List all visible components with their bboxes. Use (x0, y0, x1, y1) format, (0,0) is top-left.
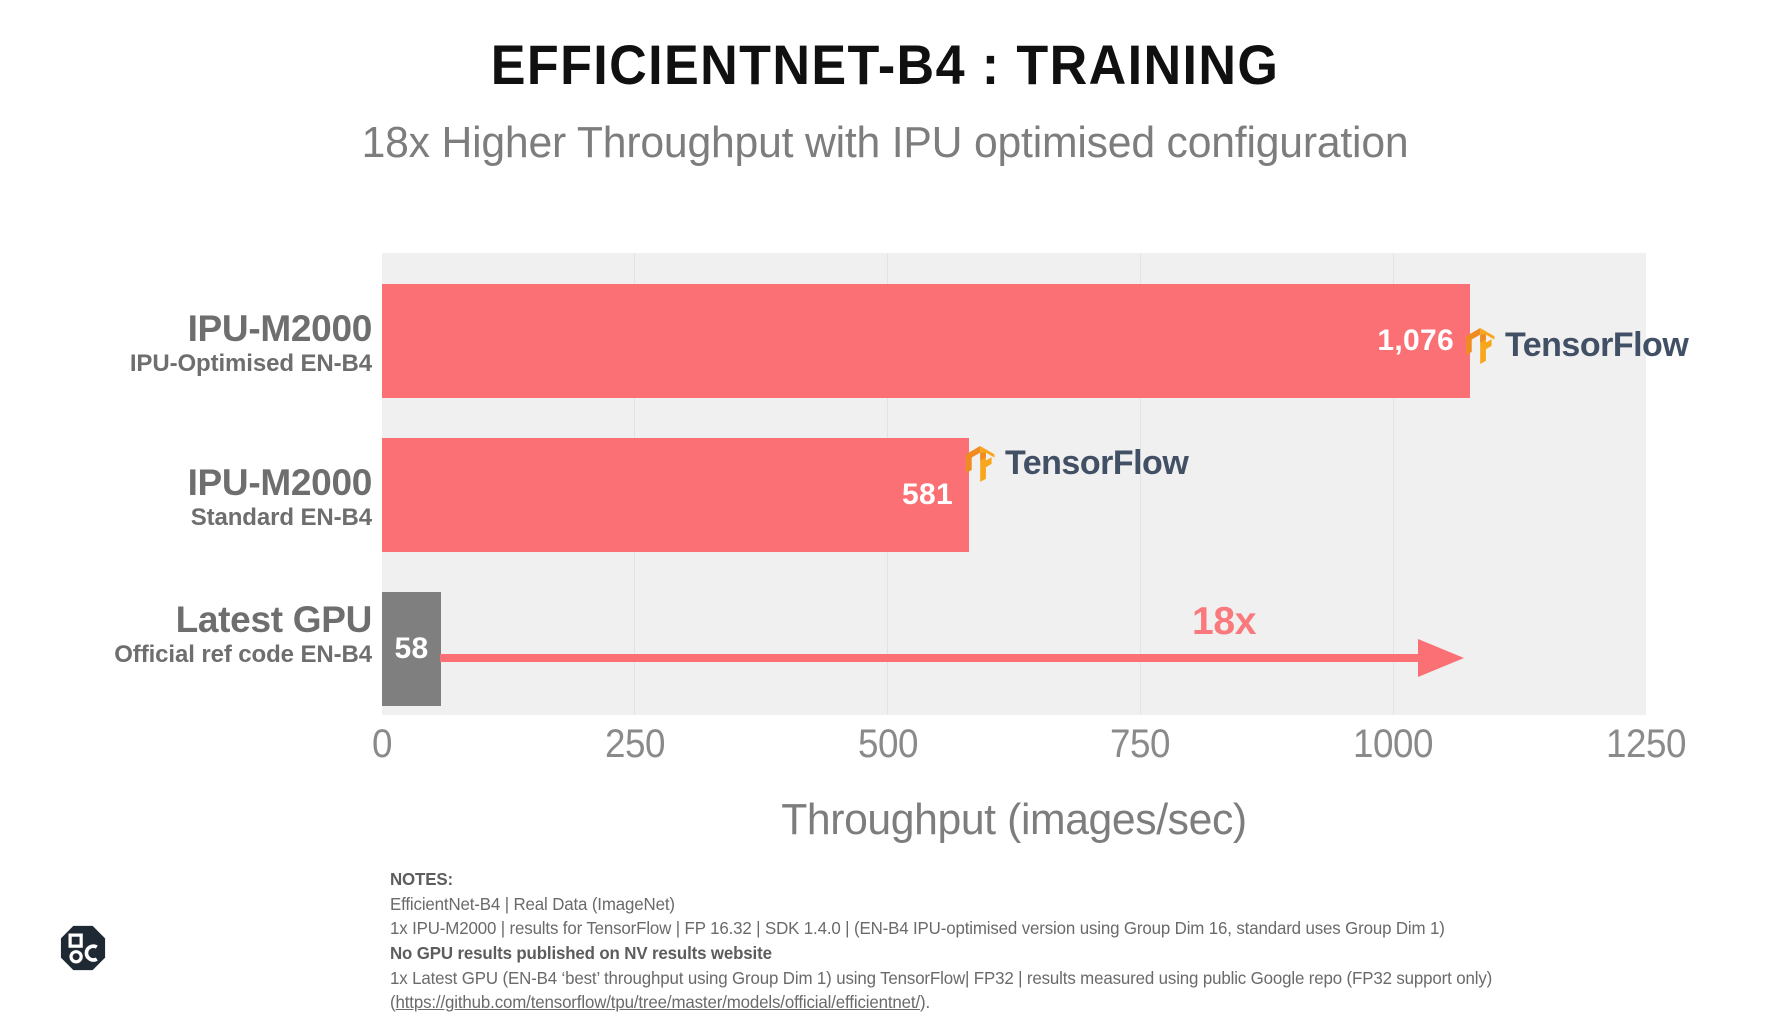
xtick-250: 250 (604, 722, 666, 766)
bar-latest-gpu: 58 (382, 592, 441, 706)
page-title: EFFICIENTNET-B4 : TRAINING (490, 33, 1280, 96)
logo-circle-icon (69, 950, 83, 964)
category-label-ipu-m2000-optimised: IPU-M2000 IPU-Optimised EN-B4 (130, 310, 372, 380)
notes-line-2: 1x IPU-M2000 | results for TensorFlow | … (390, 918, 1445, 939)
notes-block: NOTES: EfficientNet-B4 | Real Data (Imag… (390, 867, 1492, 1015)
category-label-sub: Official ref code EN-B4 (114, 640, 372, 668)
category-label-main: Latest GPU (175, 599, 373, 640)
xtick-1250: 1250 (1605, 722, 1687, 766)
logo-square-icon (68, 933, 83, 948)
tensorflow-badge-row2: TensorFlow (966, 444, 1189, 483)
bar-value-label: 581 (902, 478, 953, 511)
notes-source-link[interactable]: https://github.com/tensorflow/tpu/tree/m… (395, 992, 920, 1013)
category-label-latest-gpu: Latest GPU Official ref code EN-B4 (114, 601, 372, 671)
speedup-label: 18x (1192, 600, 1257, 643)
x-axis-title: Throughput (images/sec) (781, 795, 1247, 844)
page-subtitle: 18x Higher Throughput with IPU optimised… (361, 118, 1409, 167)
category-label-main: IPU-M2000 (187, 462, 373, 503)
xtick-750: 750 (1109, 722, 1171, 766)
bar-value-label: 1,076 (1377, 324, 1454, 357)
notes-line-5: (https://github.com/tensorflow/tpu/tree/… (390, 990, 1492, 1015)
bar-ipu-m2000-standard: 581 (382, 438, 969, 552)
tensorflow-icon (1466, 327, 1495, 364)
notes-heading: NOTES: (390, 869, 453, 889)
plot-area: 1,076 581 58 (382, 253, 1646, 715)
xtick-0: 0 (371, 722, 393, 766)
tensorflow-icon (966, 445, 995, 482)
logo-c-icon (84, 944, 98, 962)
speedup-annotation: 18x (440, 600, 1464, 680)
xtick-1000: 1000 (1352, 722, 1434, 766)
tensorflow-wordmark: TensorFlow (1505, 326, 1689, 364)
category-label-sub: Standard EN-B4 (190, 503, 372, 531)
notes-paren-close: ). (919, 992, 931, 1013)
tensorflow-wordmark: TensorFlow (1005, 444, 1189, 482)
xtick-500: 500 (857, 722, 919, 766)
category-label-ipu-m2000-standard: IPU-M2000 Standard EN-B4 (187, 462, 373, 534)
speedup-arrow-line (440, 654, 1424, 662)
bar-ipu-m2000-optimised: 1,076 (382, 284, 1470, 398)
bar-value-label: 58 (394, 632, 429, 665)
notes-line-4: 1x Latest GPU (EN-B4 ‘best’ throughput u… (390, 967, 1493, 988)
gridline-1000 (1393, 253, 1394, 715)
logo-octagon (60, 925, 106, 971)
notes-line-3: No GPU results published on NV results w… (390, 943, 772, 964)
category-label-main: IPU-M2000 (187, 308, 373, 349)
gridline-750 (1140, 253, 1141, 715)
notes-line-1: EfficientNet-B4 | Real Data (ImageNet) (390, 893, 675, 914)
tensorflow-badge-row1: TensorFlow (1466, 326, 1689, 365)
category-label-sub: IPU-Optimised EN-B4 (129, 349, 372, 377)
speedup-arrow-head-icon (1418, 639, 1464, 677)
graphcore-logo (60, 925, 106, 971)
